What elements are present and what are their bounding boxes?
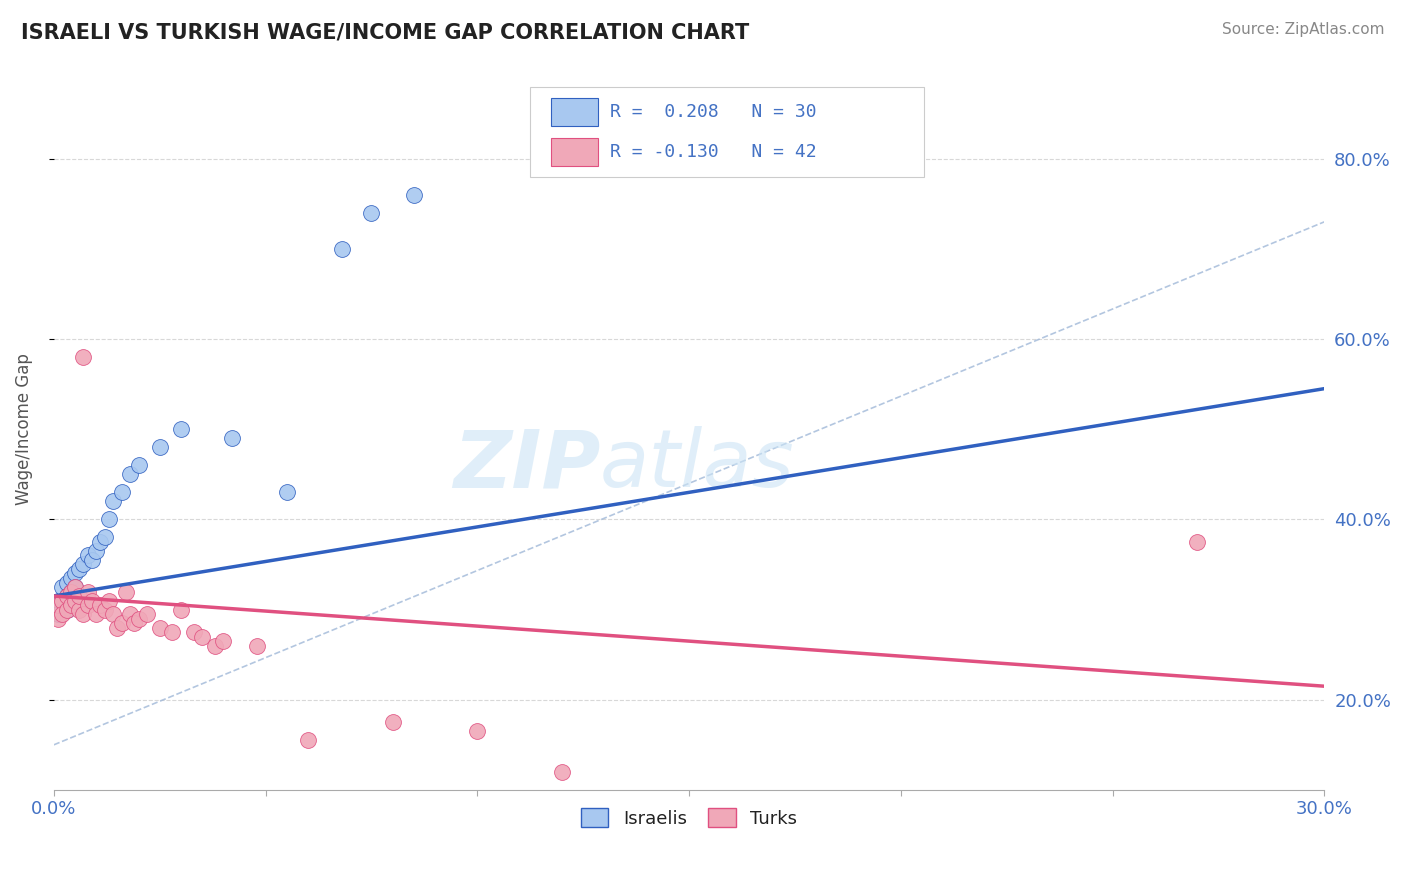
Point [330, 242, 353, 256]
Point [59, 584, 82, 599]
Point [63, 580, 86, 594]
Point [59, 571, 82, 585]
Point [89, 598, 111, 612]
Point [89, 535, 111, 549]
Text: Source: ZipAtlas.com: Source: ZipAtlas.com [1222, 22, 1385, 37]
Point [124, 616, 146, 631]
Point [162, 625, 184, 640]
Legend: Israelis, Turks: Israelis, Turks [574, 801, 804, 835]
Point [212, 634, 235, 648]
Point [55, 602, 77, 616]
Point [120, 467, 142, 482]
Point [297, 733, 319, 747]
Point [63, 580, 86, 594]
Point [246, 639, 269, 653]
Point [128, 611, 150, 625]
Point [276, 485, 298, 500]
Point [97, 593, 120, 607]
Point [360, 206, 382, 220]
Point [59, 598, 82, 612]
Point [110, 485, 132, 500]
Point [221, 431, 243, 445]
Point [191, 630, 214, 644]
Point [51, 593, 73, 607]
Point [67, 562, 90, 576]
Point [402, 187, 425, 202]
Point [72, 350, 94, 364]
Point [55, 589, 77, 603]
Point [80, 553, 103, 567]
Text: atlas: atlas [600, 426, 794, 504]
Point [76, 549, 98, 563]
Point [136, 607, 159, 621]
Point [63, 593, 86, 607]
Y-axis label: Wage/Income Gap: Wage/Income Gap [15, 353, 32, 505]
Point [183, 625, 205, 640]
Point [128, 458, 150, 473]
Point [93, 530, 115, 544]
Point [51, 607, 73, 621]
Point [120, 607, 142, 621]
FancyBboxPatch shape [530, 87, 924, 177]
Text: R =  0.208   N = 30: R = 0.208 N = 30 [610, 103, 817, 120]
FancyBboxPatch shape [551, 137, 598, 166]
Point [1187, 535, 1209, 549]
Point [551, 764, 574, 779]
Point [63, 566, 86, 581]
Point [149, 621, 172, 635]
Point [46, 607, 69, 621]
Point [105, 621, 128, 635]
Point [170, 422, 193, 436]
Point [84, 607, 107, 621]
Point [72, 558, 94, 572]
Point [46, 611, 69, 625]
Point [76, 584, 98, 599]
Text: ISRAELI VS TURKISH WAGE/INCOME GAP CORRELATION CHART: ISRAELI VS TURKISH WAGE/INCOME GAP CORRE… [21, 22, 749, 42]
Text: R = -0.130   N = 42: R = -0.130 N = 42 [610, 143, 817, 161]
Point [170, 602, 193, 616]
Point [67, 589, 90, 603]
FancyBboxPatch shape [551, 98, 598, 126]
Point [46, 598, 69, 612]
Point [51, 580, 73, 594]
Point [51, 593, 73, 607]
Point [76, 598, 98, 612]
Point [114, 584, 136, 599]
Text: ZIP: ZIP [453, 426, 600, 504]
Point [97, 512, 120, 526]
Point [149, 440, 172, 454]
Point [46, 593, 69, 607]
Point [467, 724, 489, 739]
Point [72, 607, 94, 621]
Point [80, 593, 103, 607]
Point [110, 616, 132, 631]
Point [84, 544, 107, 558]
Point [67, 602, 90, 616]
Point [55, 589, 77, 603]
Point [55, 602, 77, 616]
Point [204, 639, 226, 653]
Point [101, 607, 124, 621]
Point [93, 602, 115, 616]
Point [55, 575, 77, 590]
Point [381, 715, 404, 730]
Point [101, 494, 124, 508]
Point [59, 584, 82, 599]
